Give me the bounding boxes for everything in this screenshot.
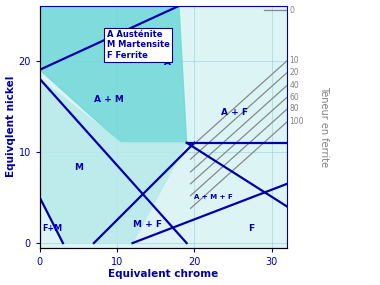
X-axis label: Equivalent chrome: Equivalent chrome: [108, 269, 218, 280]
Text: 80: 80: [290, 105, 299, 113]
Text: M: M: [74, 163, 84, 172]
Text: M + F: M + F: [133, 220, 162, 229]
Text: A + M + F: A + M + F: [195, 194, 233, 200]
Text: F: F: [249, 224, 255, 233]
Text: 0: 0: [290, 6, 294, 15]
Text: F+M: F+M: [42, 224, 62, 233]
Text: A Austénite
M Martensite
F Ferrite: A Austénite M Martensite F Ferrite: [106, 30, 169, 60]
Y-axis label: Equivqlent nickel: Equivqlent nickel: [6, 76, 16, 178]
Text: A + M: A + M: [94, 95, 124, 104]
Y-axis label: Teneur en ferrite: Teneur en ferrite: [319, 86, 329, 167]
Text: A + F: A + F: [222, 108, 249, 117]
Text: A: A: [163, 58, 171, 67]
Text: 40: 40: [290, 81, 299, 90]
Polygon shape: [40, 6, 187, 143]
Polygon shape: [40, 79, 187, 243]
Text: 10: 10: [290, 56, 299, 65]
Text: 20: 20: [290, 68, 299, 77]
Text: 100: 100: [290, 117, 304, 126]
Text: 60: 60: [290, 93, 299, 102]
